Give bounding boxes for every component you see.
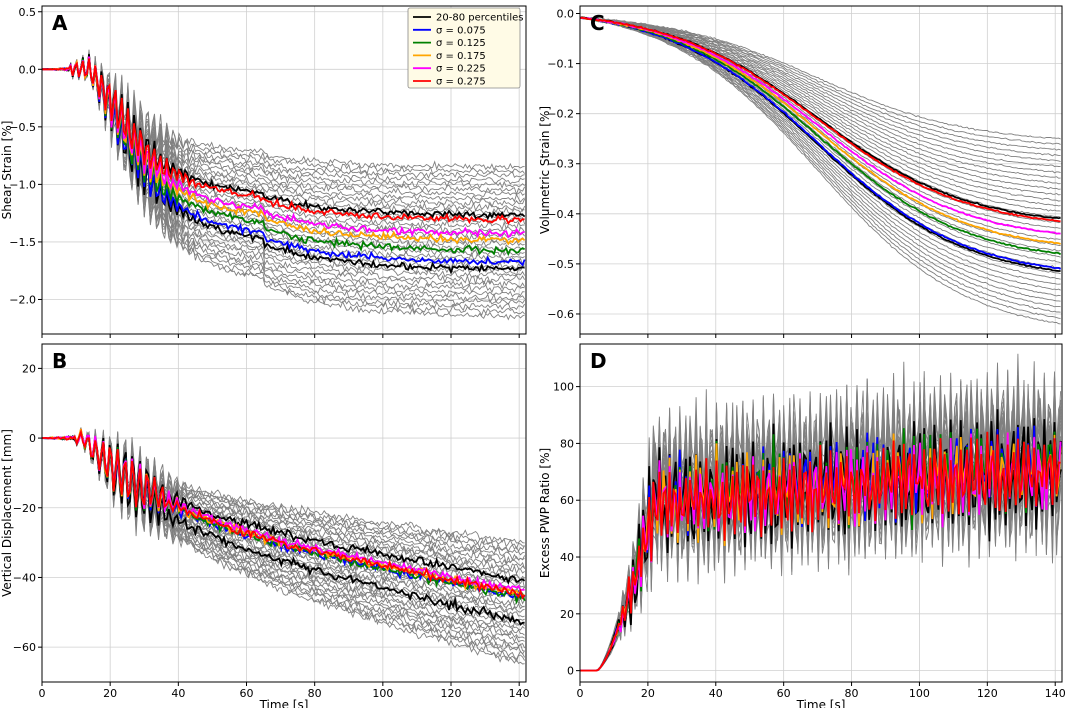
panel-c: 0.0 −0.1 −0.2 −0.3 −0.4 −0.5 −0.6 Volumetric St… — [538, 5, 1063, 338]
y-tick-label: −1.0 — [9, 178, 36, 191]
series-sigma_0-275-line — [580, 16, 1061, 223]
panel-letter: D — [590, 349, 607, 373]
ensemble-line — [580, 16, 1061, 185]
x-tick-label: 20 — [641, 687, 655, 700]
legend-label: σ = 0.075 — [436, 25, 486, 36]
ensemble-line — [580, 16, 1061, 207]
y-tick-label: −0.5 — [547, 258, 574, 271]
x-tick-label: 60 — [777, 687, 791, 700]
y-tick-label: −60 — [13, 641, 36, 654]
y-tick-label: 60 — [560, 494, 574, 507]
x-tick-label: 80 — [308, 687, 322, 700]
series-group — [580, 353, 1062, 672]
x-tick-label: 120 — [441, 687, 462, 700]
ensemble-line — [580, 16, 1061, 302]
y-tick-label: 0.0 — [557, 8, 575, 21]
x-tick-label: 120 — [977, 687, 998, 700]
y-tick-label: 0.5 — [19, 6, 37, 19]
x-tick-label: 20 — [103, 687, 117, 700]
ensemble-line — [580, 16, 1061, 179]
y-tick-label: −0.1 — [547, 58, 574, 71]
plot-area — [580, 6, 1062, 334]
x-axis-label: Time [s] — [796, 698, 846, 708]
y-tick-label: 0 — [567, 665, 574, 678]
legend-label: σ = 0.275 — [436, 77, 486, 88]
y-tick-label: −0.3 — [547, 158, 574, 171]
series-sigma_0-275-line — [42, 58, 525, 225]
panel-letter: C — [590, 11, 605, 35]
y-tick-label: −0.2 — [547, 108, 574, 121]
ensemble-line — [580, 16, 1061, 167]
axes-frame — [579, 5, 1063, 335]
y-axis-label: Shear Strain [%] — [0, 121, 14, 220]
panel-b: 20 0 −20 −40 −60 0 20 40 60 80 100 120 140 Time [s] Ve… — [0, 343, 530, 708]
x-tick-label: 100 — [372, 687, 393, 700]
ensemble-line — [580, 16, 1061, 313]
axes-frame — [41, 5, 527, 335]
y-tick-label: −2.0 — [9, 293, 36, 306]
y-tick-label: 0.0 — [19, 63, 37, 76]
axes-frame — [579, 343, 1063, 683]
panel-letter: A — [52, 11, 68, 35]
y-axis-label: Vertical Displacement [mm] — [0, 429, 14, 597]
y-tick-label: −1.5 — [9, 236, 36, 249]
x-tick-label: 0 — [577, 687, 584, 700]
x-tick-label: 40 — [709, 687, 723, 700]
ensemble-line — [42, 52, 525, 171]
y-axis-label: Volumetric Strain [%] — [538, 106, 552, 234]
x-tick-label: 140 — [509, 687, 530, 700]
x-tick-label: 100 — [909, 687, 930, 700]
y-tick-label: 20 — [22, 362, 36, 375]
ensemble-line — [580, 16, 1061, 140]
legend-box — [407, 7, 521, 89]
series-sigma_0-275-line — [42, 428, 526, 600]
y-tick-label: 80 — [560, 437, 574, 450]
legend-label: σ = 0.175 — [436, 51, 486, 62]
panel-a: 0.5 0.0 −0.5 −1.0 −1.5 −2.0 Shear Strain [%] A 2… — [0, 5, 527, 338]
series-group — [42, 49, 526, 321]
y-tick-label: −0.6 — [547, 308, 574, 321]
x-axis-label: Time [s] — [259, 698, 309, 708]
legend-label: 20-80 percentiles — [436, 13, 523, 24]
y-axis-label: Excess PWP Ratio [%] — [538, 448, 552, 578]
y-tick-label: 40 — [560, 551, 574, 564]
series-group — [42, 427, 526, 665]
y-tick-label: 100 — [553, 381, 574, 394]
y-tick-label: −0.5 — [9, 121, 36, 134]
x-tick-label: 80 — [845, 687, 859, 700]
legend-label: σ = 0.225 — [436, 64, 486, 75]
plot-area — [42, 344, 526, 682]
series-sigma_0-075-line — [580, 16, 1062, 270]
y-tick-label: 0 — [29, 432, 36, 445]
ensemble-line — [580, 17, 1061, 145]
panel-letter: B — [52, 349, 67, 373]
legend-label: σ = 0.125 — [436, 38, 486, 49]
ensemble-line — [580, 353, 1062, 672]
x-tick-label: 140 — [1045, 687, 1065, 700]
x-tick-label: 40 — [171, 687, 185, 700]
panel-d: 0 20 40 60 80 100 0 20 40 60 80 100 120 140 Time [s] Ex… — [538, 343, 1065, 708]
y-tick-label: 20 — [560, 608, 574, 621]
x-tick-label: 60 — [240, 687, 254, 700]
x-tick-label: 0 — [39, 687, 46, 700]
y-tick-label: −0.4 — [547, 208, 574, 221]
y-tick-label: −20 — [13, 502, 36, 515]
series-sigma_0-175-line — [580, 16, 1061, 245]
axes-frame — [41, 343, 527, 683]
series-sigma_0-275-line — [580, 431, 1061, 672]
ensemble-line — [580, 16, 1061, 174]
series-group — [580, 16, 1062, 325]
y-tick-label: −40 — [13, 571, 36, 584]
